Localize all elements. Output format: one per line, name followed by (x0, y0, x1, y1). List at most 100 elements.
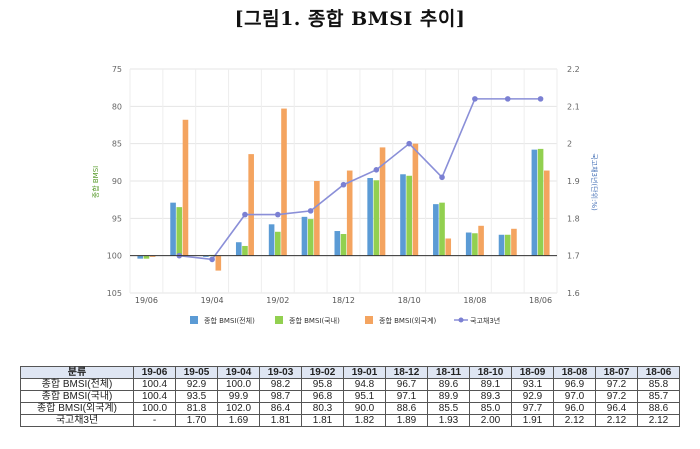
y-left-tick-label: 95 (112, 214, 122, 223)
table-header-cell: 19-02 (301, 366, 344, 379)
table-cell: 1.89 (385, 414, 428, 427)
bar (543, 170, 550, 256)
table-cell: 95.8 (301, 378, 344, 391)
legend-marker (458, 317, 464, 323)
data-table: 분류 19-06 19-05 19-04 19-03 19-02 19-01 18-12 18-… (20, 366, 680, 427)
table-cell: 98.2 (259, 378, 302, 391)
table-cell: 1.93 (427, 414, 470, 427)
table-row-label: 종합 BMSI(전체) (20, 378, 134, 391)
table-cell: 1.81 (301, 414, 344, 427)
table-row: 종합 BMSI(전체) 100.4 92.9 100.0 98.2 95.8 94.8 96.… (20, 378, 680, 391)
line-point (537, 96, 544, 102)
bar (143, 255, 150, 259)
table-cell: 102.0 (217, 402, 260, 415)
chart-title: [그림1. 종합 BMSI 추이] (234, 8, 466, 30)
table-cell: 97.1 (385, 390, 428, 403)
table-header-cell: 19-04 (217, 366, 260, 379)
bar (248, 154, 254, 256)
y-left-tick-label: 90 (112, 177, 122, 186)
x-tick-label: 19/04 (201, 296, 224, 305)
table-cell: 96.4 (595, 402, 638, 415)
bar (182, 119, 189, 256)
table-header-cell: 18-12 (385, 366, 428, 379)
y-right-tick-label: 2.2 (567, 65, 580, 74)
bar (137, 255, 144, 259)
x-tick-label: 19/06 (135, 296, 158, 305)
table-row-label: 종합 BMSI(외국계) (20, 402, 134, 415)
bar (340, 234, 347, 256)
bar (504, 234, 511, 256)
table-cell: 88.6 (637, 402, 680, 415)
table-header-cell: 19-06 (133, 366, 176, 379)
legend-swatch (275, 316, 283, 324)
table-header-cell: 18-06 (637, 366, 680, 379)
table-cell: 86.4 (259, 402, 302, 415)
y-left-tick-label: 75 (112, 65, 122, 74)
chart-line (176, 96, 544, 263)
bar (215, 255, 222, 271)
table-cell: 95.1 (343, 390, 386, 403)
table-header-cell: 19-03 (259, 366, 302, 379)
bar (379, 147, 386, 256)
table-cell: 1.69 (217, 414, 260, 427)
bar (176, 207, 183, 256)
bar (307, 219, 314, 256)
table-cell: 1.82 (343, 414, 386, 427)
y-left-tick-label: 105 (107, 289, 122, 298)
table-cell: 98.7 (259, 390, 302, 403)
bar (400, 174, 406, 256)
table-header-row: 분류 19-06 19-05 19-04 19-03 19-02 19-01 18-12 18-… (20, 366, 680, 379)
series-line (179, 98, 541, 261)
bar (433, 204, 439, 256)
bar (511, 228, 517, 256)
bar (203, 255, 209, 257)
line-point (373, 167, 380, 173)
table-cell: 88.6 (385, 402, 428, 415)
x-tick-label: 18/06 (529, 296, 552, 305)
table-cell: 85.8 (637, 378, 680, 391)
table-cell: 1.91 (511, 414, 554, 427)
table-cell: 97.2 (595, 378, 638, 391)
legend-label: 종합 BMSI(국내) (289, 316, 340, 325)
table-cell: 80.3 (301, 402, 344, 415)
table-cell: 2.00 (469, 414, 512, 427)
table-row-label: 국고채3년 (20, 414, 134, 427)
x-tick-label: 19/02 (266, 296, 289, 305)
bar (465, 232, 472, 256)
table-cell: 94.8 (343, 378, 386, 391)
legend-label: 국고채3년 (470, 316, 500, 325)
table-cell: 92.9 (511, 390, 554, 403)
chart-gridlines (129, 68, 558, 294)
y-right-tick-label: 2 (567, 140, 572, 149)
chart-axes: 75 80 85 90 95 100 105 2.2 2.1 2 1.9 1.8 1.7 1.6 19/06… (91, 65, 599, 305)
bar (537, 148, 544, 256)
table-cell: 89.9 (427, 390, 470, 403)
table-header-cell: 18-09 (511, 366, 554, 379)
bar (281, 108, 287, 256)
table-cell: 1.70 (175, 414, 218, 427)
table-cell: 1.81 (259, 414, 302, 427)
table-cell: 89.3 (469, 390, 512, 403)
y-left-axis-label: 종합 BMSI (91, 166, 100, 198)
bar (170, 202, 176, 256)
y-right-tick-label: 1.6 (567, 289, 580, 298)
y-left-tick-label: 85 (112, 140, 122, 149)
table-header-cell: 18-10 (469, 366, 512, 379)
table-cell: 81.8 (175, 402, 218, 415)
table-cell: 100.4 (133, 378, 176, 391)
line-point (504, 96, 511, 102)
x-tick-label: 18/08 (463, 296, 486, 305)
table-row: 종합 BMSI(외국계) 100.0 81.8 102.0 86.4 80.3 90.0 88… (20, 402, 680, 415)
bar (412, 143, 419, 256)
bar (373, 180, 380, 256)
legend-label: 종합 BMSI(전체) (204, 316, 255, 325)
bar (478, 225, 484, 256)
line-point (472, 96, 478, 102)
bar (439, 202, 445, 256)
table-cell: - (133, 414, 176, 427)
y-left-tick-label: 100 (107, 252, 122, 261)
y-right-tick-label: 1.8 (567, 214, 580, 223)
table-cell: 97.2 (595, 390, 638, 403)
table-cell: 85.0 (469, 402, 512, 415)
bar (498, 234, 505, 256)
